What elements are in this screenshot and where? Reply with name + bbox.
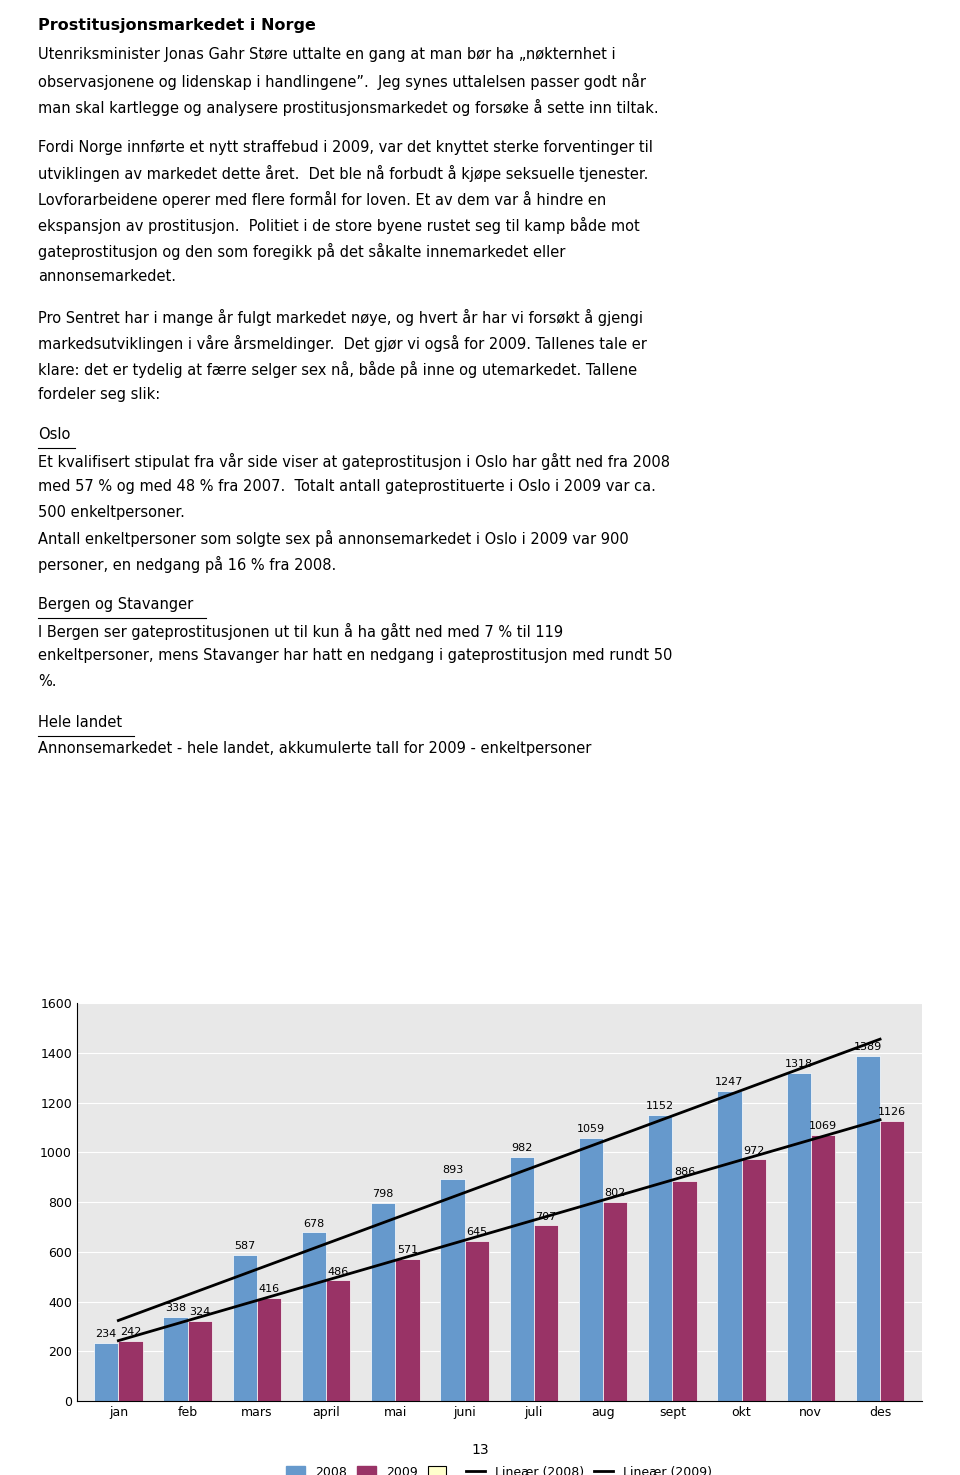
Text: Antall enkeltpersoner som solgte sex på annonsemarkedet i Oslo i 2009 var 900: Antall enkeltpersoner som solgte sex på … — [38, 531, 629, 547]
Text: 798: 798 — [372, 1189, 394, 1199]
Bar — [94, 1344, 118, 1401]
Text: 234: 234 — [96, 1329, 117, 1339]
Bar — [880, 1121, 904, 1401]
Text: gateprostitusjon og den som foregikk på det såkalte innemarkedet eller: gateprostitusjon og den som foregikk på … — [38, 243, 565, 260]
Text: 678: 678 — [303, 1218, 324, 1229]
Bar — [855, 1056, 880, 1401]
Text: personer, en nedgang på 16 % fra 2008.: personer, en nedgang på 16 % fra 2008. — [38, 556, 337, 574]
Text: 802: 802 — [605, 1187, 626, 1198]
Text: 324: 324 — [189, 1307, 210, 1317]
Text: ekspansjon av prostitusjon.  Politiet i de store byene rustet seg til kamp både : ekspansjon av prostitusjon. Politiet i d… — [38, 217, 640, 235]
Bar — [441, 1179, 465, 1401]
Text: 972: 972 — [743, 1146, 764, 1155]
Text: klare: det er tydelig at færre selger sex nå, både på inne og utemarkedet. Talle: klare: det er tydelig at færre selger se… — [38, 361, 637, 378]
Text: 1152: 1152 — [646, 1100, 674, 1111]
Text: Lovforarbeidene operer med flere formål for loven. Et av dem var å hindre en: Lovforarbeidene operer med flere formål … — [38, 192, 607, 208]
Text: utviklingen av markedet dette året.  Det ble nå forbudt å kjøpe seksuelle tjenes: utviklingen av markedet dette året. Det … — [38, 165, 649, 183]
Text: Fordi Norge innførte et nytt straffebud i 2009, var det knyttet sterke forventin: Fordi Norge innførte et nytt straffebud … — [38, 140, 653, 155]
Text: 571: 571 — [396, 1245, 418, 1255]
Legend: 2008, 2009, , Lineær (2008), Lineær (2009): 2008, 2009, , Lineær (2008), Lineær (200… — [282, 1462, 716, 1475]
Text: Hele landet: Hele landet — [38, 715, 123, 730]
Text: 416: 416 — [258, 1283, 279, 1294]
Text: 1247: 1247 — [715, 1077, 744, 1087]
Text: med 57 % og med 48 % fra 2007.  Totalt antall gateprostituerte i Oslo i 2009 var: med 57 % og med 48 % fra 2007. Totalt an… — [38, 479, 657, 494]
Text: 982: 982 — [511, 1143, 533, 1153]
Text: 587: 587 — [234, 1242, 255, 1251]
Bar — [786, 1074, 811, 1401]
Text: annonsemarkedet.: annonsemarkedet. — [38, 268, 177, 283]
Text: fordeler seg slik:: fordeler seg slik: — [38, 386, 160, 401]
Bar — [372, 1202, 396, 1401]
Text: enkeltpersoner, mens Stavanger har hatt en nedgang i gateprostitusjon med rundt : enkeltpersoner, mens Stavanger har hatt … — [38, 649, 673, 664]
Text: Oslo: Oslo — [38, 428, 71, 442]
Bar — [163, 1317, 187, 1401]
Text: 886: 886 — [674, 1167, 695, 1177]
Bar — [187, 1320, 212, 1401]
Bar — [396, 1260, 420, 1401]
Text: Bergen og Stavanger: Bergen og Stavanger — [38, 597, 194, 612]
Text: 1059: 1059 — [577, 1124, 605, 1134]
Bar — [717, 1092, 741, 1401]
Text: 1069: 1069 — [809, 1121, 837, 1131]
Text: 338: 338 — [165, 1304, 186, 1313]
Bar — [672, 1180, 697, 1401]
Text: 707: 707 — [536, 1211, 557, 1221]
Bar — [326, 1280, 350, 1401]
Text: 1126: 1126 — [878, 1108, 906, 1117]
Text: 486: 486 — [327, 1267, 348, 1276]
Text: Prostitusjonsmarkedet i Norge: Prostitusjonsmarkedet i Norge — [38, 18, 316, 32]
Text: 500 enkeltpersoner.: 500 enkeltpersoner. — [38, 504, 185, 519]
Text: 1318: 1318 — [784, 1059, 813, 1069]
Bar — [301, 1233, 326, 1401]
Bar — [579, 1137, 603, 1401]
Text: markedsutviklingen i våre årsmeldinger.  Det gjør vi også for 2009. Tallenes tal: markedsutviklingen i våre årsmeldinger. … — [38, 335, 647, 353]
Text: 1389: 1389 — [853, 1041, 882, 1052]
Bar — [257, 1298, 281, 1401]
Bar — [811, 1136, 835, 1401]
Text: 13: 13 — [471, 1444, 489, 1457]
Bar — [465, 1240, 489, 1401]
Text: Utenriksminister Jonas Gahr Støre uttalte en gang at man bør ha „nøkternhet i: Utenriksminister Jonas Gahr Støre uttalt… — [38, 47, 616, 62]
Text: observasjonene og lidenskap i handlingene”.  Jeg synes uttalelsen passer godt nå: observasjonene og lidenskap i handlingen… — [38, 74, 646, 90]
Text: I Bergen ser gateprostitusjonen ut til kun å ha gått ned med 7 % til 119: I Bergen ser gateprostitusjonen ut til k… — [38, 622, 564, 640]
Text: 645: 645 — [467, 1227, 488, 1238]
Bar — [603, 1202, 627, 1401]
Bar — [648, 1115, 672, 1401]
Bar — [118, 1341, 143, 1401]
Text: %.: %. — [38, 674, 57, 689]
Bar — [510, 1156, 534, 1401]
Text: Et kvalifisert stipulat fra vår side viser at gateprostitusjon i Oslo har gått n: Et kvalifisert stipulat fra vår side vis… — [38, 453, 670, 471]
Text: Pro Sentret har i mange år fulgt markedet nøye, og hvert år har vi forsøkt å gje: Pro Sentret har i mange år fulgt markede… — [38, 310, 643, 326]
Bar — [534, 1226, 558, 1401]
Bar — [232, 1255, 257, 1401]
Text: man skal kartlegge og analysere prostitusjonsmarkedet og forsøke å sette inn til: man skal kartlegge og analysere prostitu… — [38, 99, 659, 117]
Bar — [741, 1159, 766, 1401]
Text: 242: 242 — [120, 1328, 141, 1338]
Text: Annonsemarkedet - hele landet, akkumulerte tall for 2009 - enkeltpersoner: Annonsemarkedet - hele landet, akkumuler… — [38, 740, 591, 755]
Text: 893: 893 — [442, 1165, 463, 1176]
